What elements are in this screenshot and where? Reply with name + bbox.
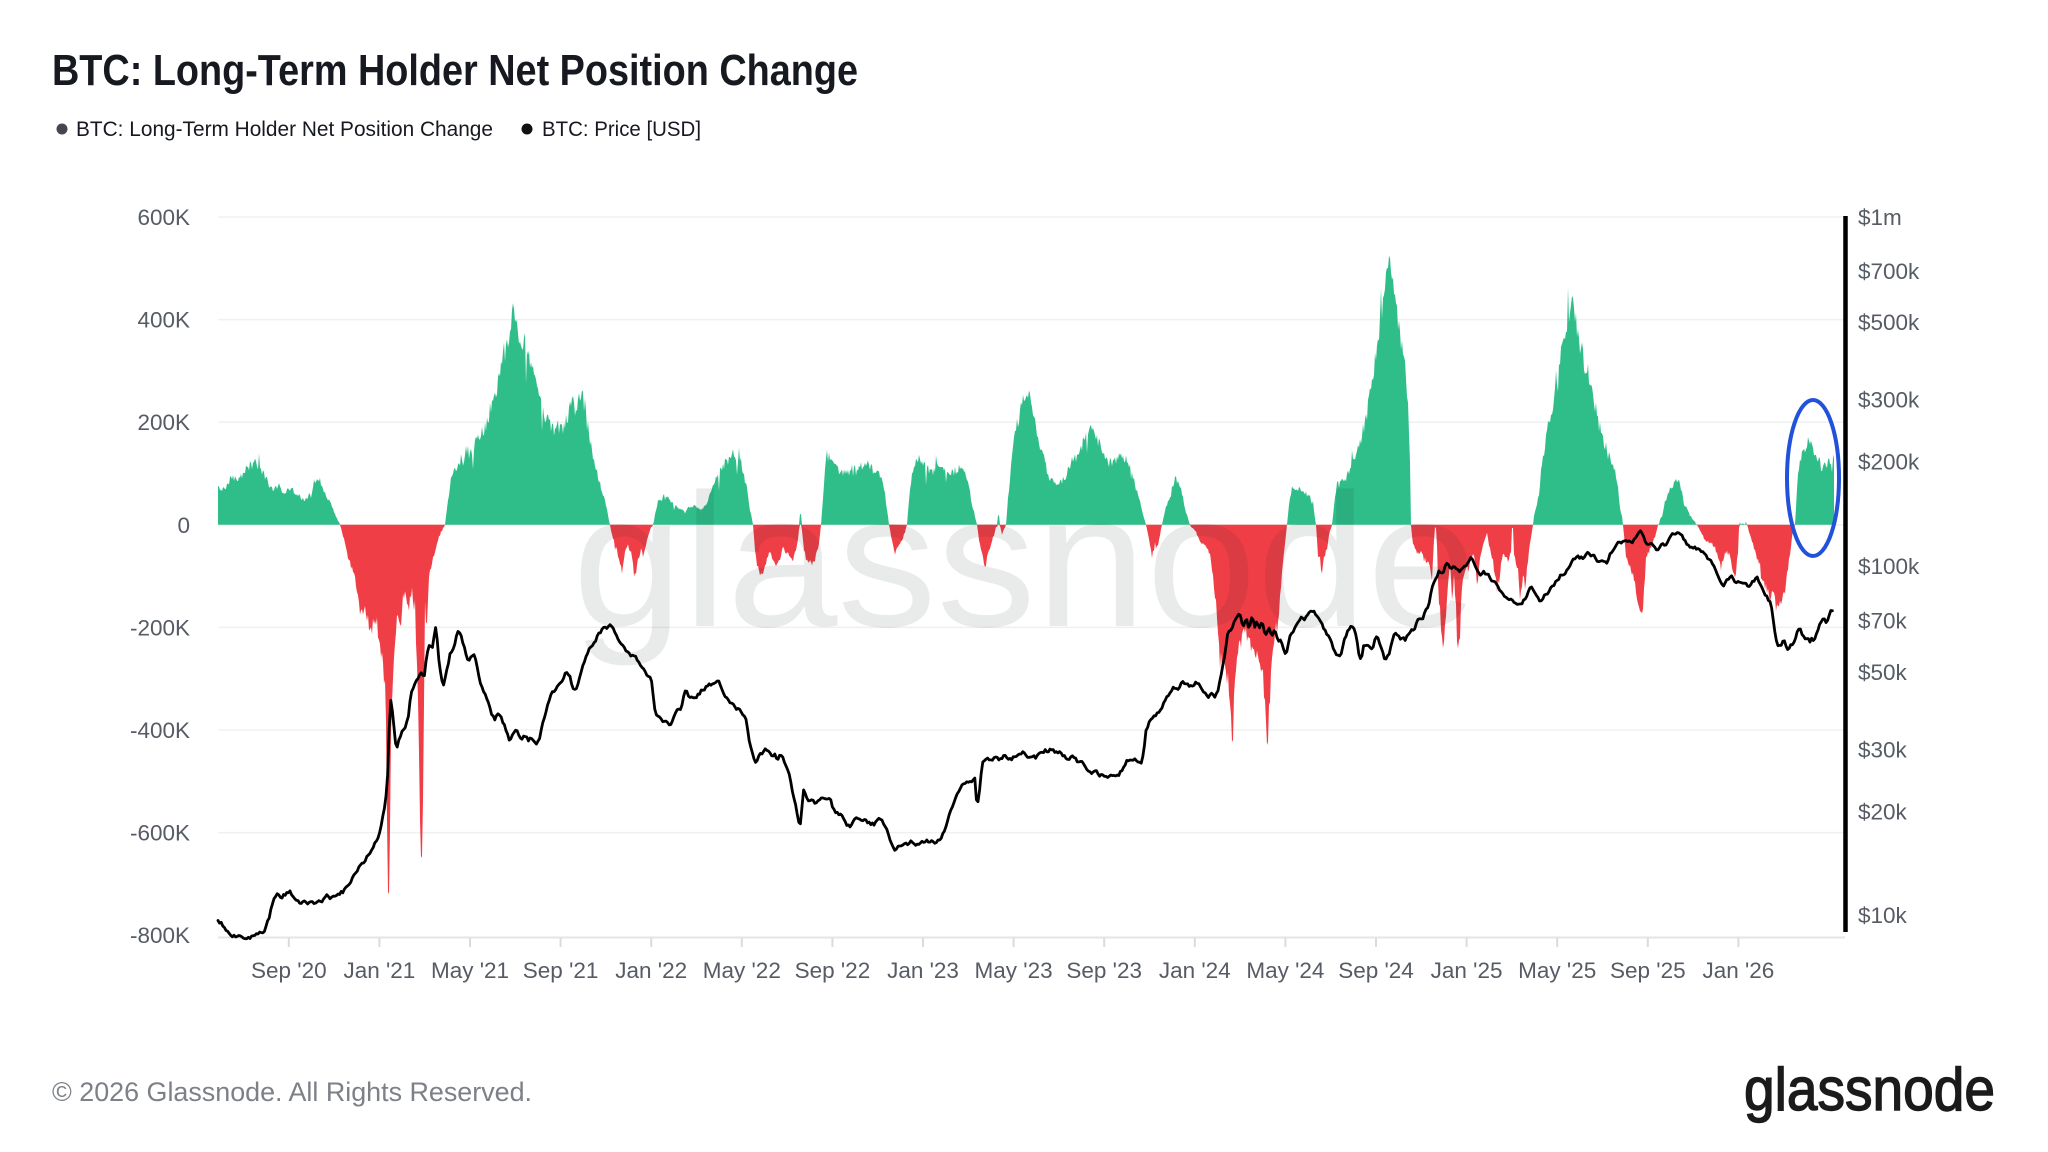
svg-text:Sep '21: Sep '21 (523, 958, 599, 983)
svg-text:May '25: May '25 (1518, 958, 1596, 983)
svg-text:BTC: Long-Term Holder Net Posi: BTC: Long-Term Holder Net Position Chang… (52, 46, 858, 95)
svg-text:-800K: -800K (130, 923, 190, 948)
svg-text:Jan '22: Jan '22 (615, 958, 687, 983)
svg-text:400K: 400K (137, 308, 190, 333)
svg-text:$1m: $1m (1858, 205, 1902, 230)
svg-text:Sep '24: Sep '24 (1338, 958, 1414, 983)
svg-text:$500k: $500k (1858, 310, 1920, 335)
svg-text:$50k: $50k (1858, 660, 1908, 685)
svg-text:$70k: $70k (1858, 609, 1908, 634)
svg-text:Sep '25: Sep '25 (1610, 958, 1686, 983)
svg-text:-200K: -200K (130, 615, 190, 640)
svg-text:May '24: May '24 (1246, 958, 1324, 983)
svg-text:Sep '20: Sep '20 (251, 958, 327, 983)
svg-text:Sep '23: Sep '23 (1066, 958, 1142, 983)
svg-text:-600K: -600K (130, 821, 190, 846)
svg-text:$10k: $10k (1858, 903, 1908, 928)
svg-text:May '23: May '23 (975, 958, 1053, 983)
svg-text:Jan '23: Jan '23 (887, 958, 959, 983)
svg-text:Jan '26: Jan '26 (1702, 958, 1774, 983)
svg-text:600K: 600K (137, 205, 190, 230)
svg-text:glassnode: glassnode (573, 455, 1478, 667)
svg-text:$30k: $30k (1858, 738, 1908, 763)
svg-text:$700k: $700k (1858, 259, 1920, 284)
svg-text:Jan '25: Jan '25 (1431, 958, 1503, 983)
svg-text:0: 0 (177, 513, 190, 538)
svg-text:$200k: $200k (1858, 450, 1920, 475)
svg-text:Jan '24: Jan '24 (1159, 958, 1231, 983)
svg-text:Sep '22: Sep '22 (795, 958, 871, 983)
svg-text:May '21: May '21 (431, 958, 509, 983)
svg-text:glassnode: glassnode (1744, 1056, 1995, 1123)
svg-text:$100k: $100k (1858, 554, 1920, 579)
svg-text:BTC: Price [USD]: BTC: Price [USD] (542, 118, 701, 141)
svg-text:May '22: May '22 (703, 958, 781, 983)
svg-text:200K: 200K (137, 410, 190, 435)
svg-text:BTC: Long-Term Holder Net Posi: BTC: Long-Term Holder Net Position Chang… (76, 118, 493, 141)
svg-text:Jan '21: Jan '21 (343, 958, 415, 983)
svg-text:$20k: $20k (1858, 800, 1908, 825)
svg-text:© 2026 Glassnode. All Rights R: © 2026 Glassnode. All Rights Reserved. (52, 1077, 532, 1107)
svg-text:$300k: $300k (1858, 388, 1920, 413)
svg-text:-400K: -400K (130, 718, 190, 743)
